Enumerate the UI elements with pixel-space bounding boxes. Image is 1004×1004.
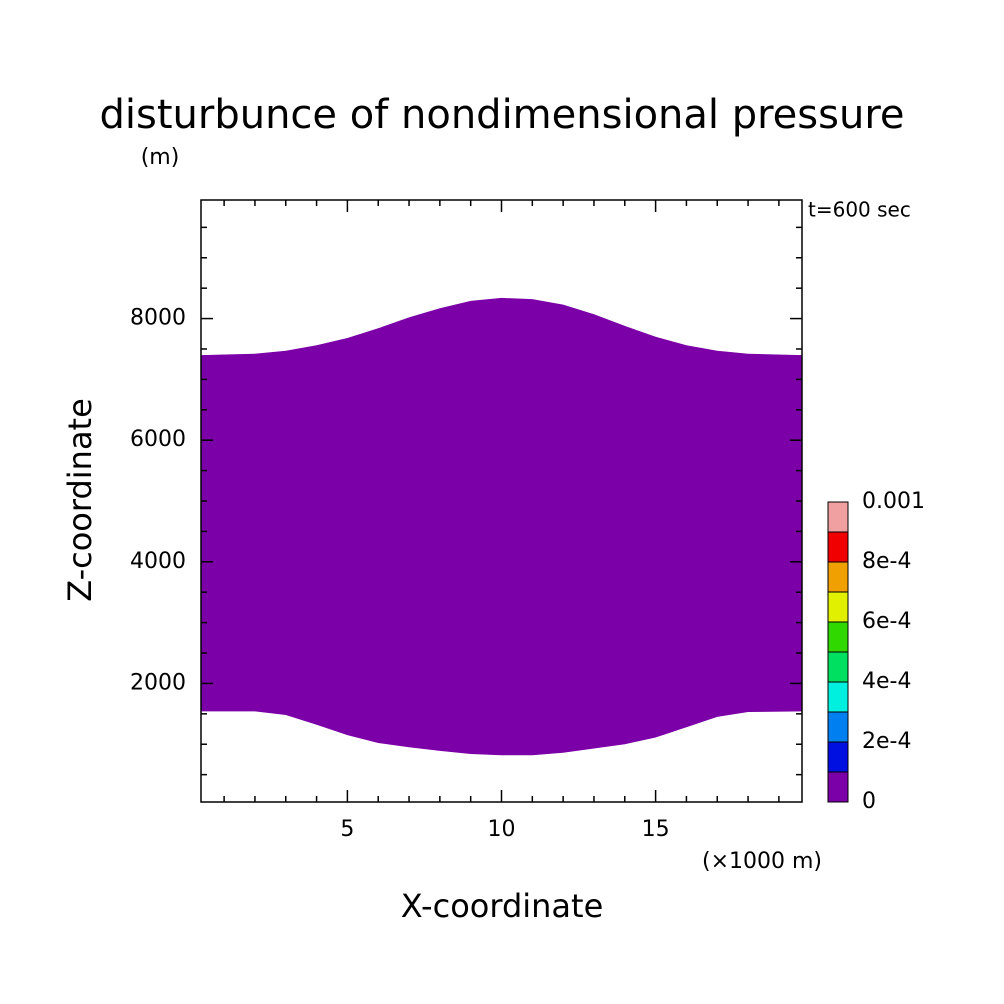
colorbar-tick-label: 8e-4 bbox=[862, 549, 911, 574]
chart-title: disturbunce of nondimensional pressure bbox=[100, 92, 905, 138]
y-tick-label: 4000 bbox=[130, 549, 186, 574]
colorbar-box bbox=[827, 621, 849, 653]
y-tick-label: 8000 bbox=[130, 306, 186, 331]
colorbar-box bbox=[827, 711, 849, 743]
x-tick-label: 5 bbox=[340, 817, 354, 842]
colorbar-box bbox=[827, 561, 849, 593]
y-tick-label: 6000 bbox=[130, 427, 186, 452]
colorbar-tick-label: 2e-4 bbox=[862, 729, 911, 754]
colorbar-box bbox=[827, 771, 849, 803]
x-axis-label: X-coordinate bbox=[401, 887, 604, 925]
x-tick-label: 15 bbox=[642, 817, 670, 842]
colorbar-tick-label: 4e-4 bbox=[862, 669, 911, 694]
colorbar-box bbox=[827, 531, 849, 563]
colorbar-box bbox=[827, 651, 849, 683]
y-axis-label: Z-coordinate bbox=[61, 398, 99, 602]
colorbar-box bbox=[827, 501, 849, 533]
colorbar-tick-label: 0 bbox=[862, 789, 876, 814]
colorbar-tick-label: 6e-4 bbox=[862, 609, 911, 634]
y-unit: (m) bbox=[141, 145, 180, 170]
x-tick-label: 10 bbox=[488, 817, 516, 842]
colorbar-box bbox=[827, 591, 849, 623]
contour-region bbox=[201, 297, 802, 756]
colorbar-box bbox=[827, 681, 849, 713]
x-unit: (×1000 m) bbox=[702, 849, 822, 874]
colorbar-box bbox=[827, 741, 849, 773]
colorbar-tick-label: 0.001 bbox=[862, 489, 925, 514]
y-tick-label: 2000 bbox=[130, 670, 186, 695]
annotation: t=600 sec bbox=[808, 198, 911, 222]
